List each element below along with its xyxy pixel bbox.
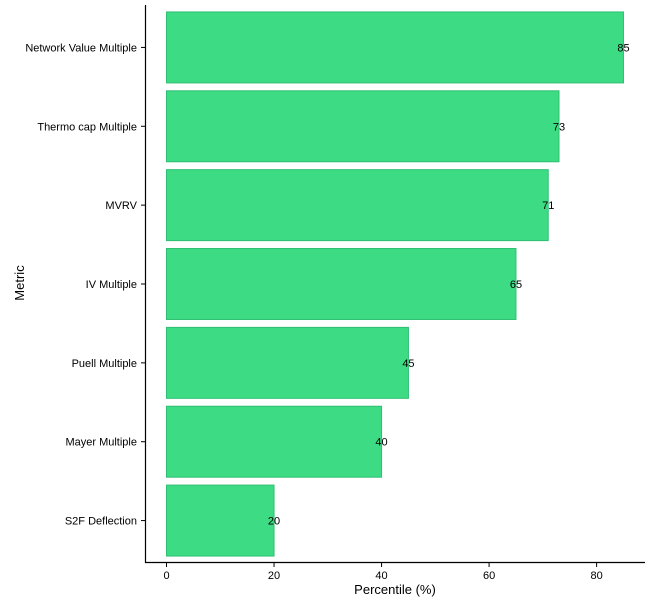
x-tick-label-40: 40 xyxy=(375,570,387,582)
x-tick-label-20: 20 xyxy=(268,570,280,582)
data-label-puell-multiple: 45 xyxy=(402,358,414,370)
data-label-s2f-deflection: 20 xyxy=(268,516,280,528)
bar-iv-multiple xyxy=(166,248,517,320)
bar-network-value-multiple xyxy=(166,11,624,84)
category-label-iv-multiple: IV Multiple xyxy=(86,279,137,291)
category-label-s2f-deflection: S2F Deflection xyxy=(65,516,137,528)
bar-mvrv xyxy=(166,169,549,242)
category-label-mvrv: MVRV xyxy=(105,200,137,212)
bars-layer xyxy=(166,11,624,557)
bar-thermo-cap-multiple xyxy=(166,90,560,163)
x-tick-label-60: 60 xyxy=(483,570,495,582)
data-label-thermo-cap-multiple: 73 xyxy=(553,121,565,133)
bar-puell-multiple xyxy=(166,326,409,399)
x-tick-label-80: 80 xyxy=(590,570,602,582)
bar-s2f-deflection xyxy=(166,484,275,557)
category-labels-layer: Network Value Multiple Thermo cap Multipl… xyxy=(25,42,145,528)
data-label-network-value-multiple: 85 xyxy=(617,42,629,54)
data-label-mayer-multiple: 40 xyxy=(375,437,387,449)
category-label-mayer-multiple: Mayer Multiple xyxy=(65,437,137,449)
category-label-network-value-multiple: Network Value Multiple xyxy=(25,42,137,54)
bar-mayer-multiple xyxy=(166,405,383,478)
category-label-thermo-cap-multiple: Thermo cap Multiple xyxy=(37,121,137,133)
x-axis-title: Percentile (%) xyxy=(354,582,436,597)
data-label-mvrv: 71 xyxy=(542,200,554,212)
data-labels-layer: 85 73 71 65 45 40 20 xyxy=(268,42,630,527)
axes-layer xyxy=(144,5,645,564)
category-label-puell-multiple: Puell Multiple xyxy=(72,358,137,370)
x-ticks-layer: 0 20 40 60 80 xyxy=(163,563,603,582)
y-axis-title: Metric xyxy=(12,265,27,301)
data-label-iv-multiple: 65 xyxy=(510,279,522,291)
x-tick-label-0: 0 xyxy=(163,570,169,582)
